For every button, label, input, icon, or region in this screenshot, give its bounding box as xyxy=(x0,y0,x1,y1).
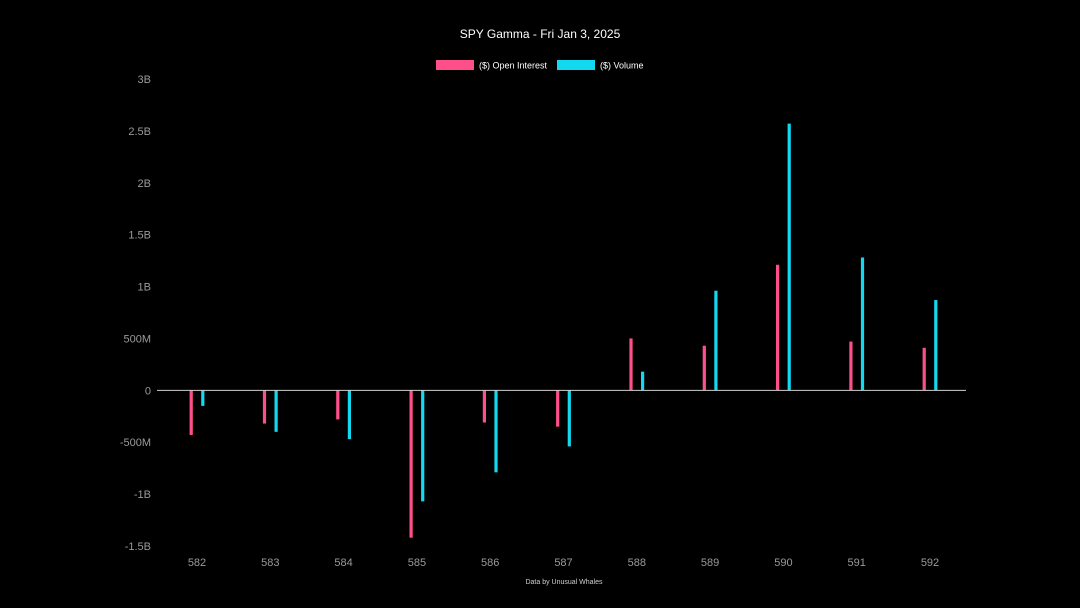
legend-swatch-open-interest xyxy=(436,60,474,70)
y-tick-label: 0 xyxy=(145,385,151,397)
bar-volume xyxy=(347,390,351,440)
bar-volume xyxy=(421,390,425,502)
bar-open-interest xyxy=(629,338,633,391)
legend: ($) Open Interest ($) Volume xyxy=(436,60,644,71)
bar-volume xyxy=(567,390,571,447)
y-tick-label: -1.5B xyxy=(125,541,151,553)
bar-open-interest xyxy=(189,390,193,435)
bar-volume xyxy=(787,123,791,391)
x-tick-label: 592 xyxy=(921,557,939,569)
x-tick-label: 585 xyxy=(408,557,426,569)
bar-volume xyxy=(201,390,205,406)
bar-volume xyxy=(641,371,645,391)
y-axis: 3B 2.5B 2B 1.5B 1B 500M 0 -500M -1B -1.5B xyxy=(120,74,151,553)
x-tick-label: 589 xyxy=(701,557,719,569)
y-tick-label: 2B xyxy=(138,178,151,190)
legend-label-volume: ($) Volume xyxy=(600,61,644,71)
bar-volume xyxy=(714,290,718,391)
bar-volume xyxy=(860,257,865,391)
legend-swatch-volume xyxy=(557,60,595,70)
x-tick-label: 591 xyxy=(848,557,866,569)
bar-volume xyxy=(494,390,498,473)
bar-open-interest xyxy=(849,341,853,391)
x-tick-label: 586 xyxy=(481,557,499,569)
bar-open-interest xyxy=(336,390,340,420)
bar-open-interest xyxy=(262,390,267,424)
bar-open-interest xyxy=(482,390,486,423)
x-tick-label: 590 xyxy=(774,557,792,569)
x-axis: 582 583 584 585 586 587 588 589 590 591 592 xyxy=(188,557,939,569)
y-tick-label: 500M xyxy=(123,333,151,345)
bar-open-interest xyxy=(409,390,413,538)
bar-volume xyxy=(934,300,938,391)
x-tick-label: 583 xyxy=(261,557,279,569)
bars xyxy=(189,123,938,538)
bar-open-interest xyxy=(556,390,560,427)
y-tick-label: 3B xyxy=(138,74,151,86)
bar-volume xyxy=(274,390,278,432)
y-tick-label: -500M xyxy=(120,437,151,449)
legend-label-open-interest: ($) Open Interest xyxy=(479,61,548,71)
y-tick-label: 1B xyxy=(138,282,151,294)
y-tick-label: -1B xyxy=(134,489,151,501)
bar-open-interest xyxy=(922,347,926,391)
footer-credit: Data by Unusual Whales xyxy=(525,579,603,586)
bar-open-interest xyxy=(776,264,780,391)
chart-title: SPY Gamma - Fri Jan 3, 2025 xyxy=(460,27,621,41)
y-tick-label: 2.5B xyxy=(128,126,151,138)
x-tick-label: 582 xyxy=(188,557,206,569)
y-tick-label: 1.5B xyxy=(128,230,151,242)
x-tick-label: 587 xyxy=(554,557,572,569)
x-tick-label: 584 xyxy=(334,557,352,569)
x-tick-label: 588 xyxy=(628,557,646,569)
bar-open-interest xyxy=(702,345,706,391)
